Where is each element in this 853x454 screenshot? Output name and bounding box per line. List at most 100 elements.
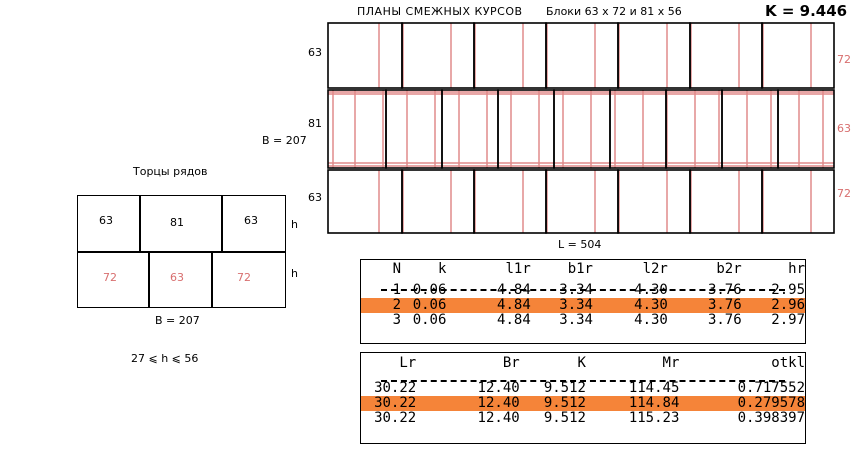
table-cell: 3.34 xyxy=(559,312,593,328)
table2-divider xyxy=(381,380,785,382)
block-row3-1 xyxy=(401,169,475,234)
block-row3-6 xyxy=(761,169,835,234)
table-cell: 3 xyxy=(392,312,402,328)
table-cell: 4.84 xyxy=(497,312,531,328)
table-cell: 115.23 xyxy=(628,410,680,426)
end-label-2-1: 72 xyxy=(103,271,117,284)
table-cell: 3.76 xyxy=(707,297,742,313)
table2-header-mr: Mr xyxy=(662,355,680,371)
table-cell: 2.97 xyxy=(771,312,805,328)
table2-header-otkl: otkl xyxy=(771,355,805,371)
block-row1-3 xyxy=(545,22,619,89)
end-block-1-1 xyxy=(77,195,141,253)
block-row3-4 xyxy=(617,169,691,234)
table1-divider xyxy=(381,289,785,291)
table-cell: 0.398397 xyxy=(737,410,805,426)
block-row2-5 xyxy=(609,89,667,169)
end-label-2-3: 72 xyxy=(237,271,251,284)
table-cell: 9.512 xyxy=(543,410,586,426)
ends-width-label: B = 207 xyxy=(155,314,200,327)
table-cell: 4.30 xyxy=(634,297,668,313)
table-cell: 4.30 xyxy=(634,312,668,328)
table-cell: 2.95 xyxy=(771,282,805,298)
table2-header-row: Lr Br K Mr otkl xyxy=(361,356,805,371)
table1-header-n: N xyxy=(392,261,402,277)
end-height-label-1: h xyxy=(291,218,298,231)
end-block-1-3 xyxy=(221,195,286,253)
table-cell: 114.45 xyxy=(628,380,680,396)
results-table-2: Lr Br K Mr otkl 30.22 12.40 9.512 114.45… xyxy=(360,352,806,444)
block-row1-1 xyxy=(401,22,475,89)
end-block-1-2 xyxy=(139,195,223,253)
results-table-1: N k l1r b1r l2r b2r hr 1 0.06 4.84 3.34 … xyxy=(360,259,806,344)
plan-left-label-1: 63 xyxy=(308,46,322,59)
table1-header-k: k xyxy=(437,261,447,277)
block-row3-3 xyxy=(545,169,619,234)
table-row: 3 0.06 4.84 3.34 4.30 3.76 2.97 xyxy=(361,313,805,328)
end-height-label-2: h xyxy=(291,267,298,280)
table-cell: 9.512 xyxy=(543,380,586,396)
block-row1-6 xyxy=(761,22,835,89)
end-block-2-1 xyxy=(77,251,150,308)
end-label-2-2: 63 xyxy=(170,271,184,284)
table-cell: 2 xyxy=(392,297,402,313)
table-cell: 0.279578 xyxy=(737,395,805,411)
end-block-2-2 xyxy=(148,251,213,308)
table-row-highlighted: 2 0.06 4.84 3.34 4.30 3.76 2.96 xyxy=(361,298,805,313)
table-cell: 9.512 xyxy=(543,395,586,411)
table1-header-row: N k l1r b1r l2r b2r hr xyxy=(361,262,805,277)
plan-left-label-3: 63 xyxy=(308,191,322,204)
block-grid xyxy=(327,22,835,234)
plan-title: ПЛАНЫ СМЕЖНЫХ КУРСОВ xyxy=(357,5,523,18)
table2-header-k: K xyxy=(577,355,586,371)
block-row3-2 xyxy=(473,169,547,234)
table-cell: 30.22 xyxy=(374,395,417,411)
table-cell: 2.96 xyxy=(771,297,805,313)
table-cell: 3.34 xyxy=(559,297,593,313)
table2-header-br: Br xyxy=(502,355,520,371)
block-row2-3 xyxy=(497,89,555,169)
block-row1-2 xyxy=(473,22,547,89)
table1-header-b1r: b1r xyxy=(567,261,593,277)
end-label-1-3: 63 xyxy=(244,214,258,227)
plan-width-label: B = 207 xyxy=(262,134,307,147)
table-row: 30.22 12.40 9.512 115.23 0.398397 xyxy=(361,411,805,426)
block-row2-1 xyxy=(385,89,443,169)
table-cell: 30.22 xyxy=(374,380,417,396)
h-constraint: 27 ⩽ h ⩽ 56 xyxy=(131,352,199,365)
table-cell: 3.76 xyxy=(707,312,742,328)
course-plan-drawing xyxy=(327,22,835,234)
table-cell: 12.40 xyxy=(477,380,520,396)
table2-header-lr: Lr xyxy=(399,355,417,371)
plan-right-label-1: 72 xyxy=(837,53,851,66)
block-row2-0 xyxy=(327,89,387,169)
block-row1-4 xyxy=(617,22,691,89)
plan-right-label-3: 72 xyxy=(837,187,851,200)
end-label-1-2: 81 xyxy=(170,216,184,229)
plan-length-label: L = 504 xyxy=(558,238,602,251)
table-cell: 12.40 xyxy=(477,410,520,426)
block-row3-0 xyxy=(327,169,403,234)
end-block-2-3 xyxy=(211,251,286,308)
table-cell: 0.717552 xyxy=(737,380,805,396)
table-cell: 114.84 xyxy=(628,395,680,411)
block-row1-0 xyxy=(327,22,403,89)
table1-header-hr: hr xyxy=(788,261,805,277)
ends-title: Торцы рядов xyxy=(133,165,208,178)
block-row2-6 xyxy=(665,89,723,169)
block-row2-8 xyxy=(777,89,835,169)
plan-right-label-2: 63 xyxy=(837,122,851,135)
table-cell: 30.22 xyxy=(374,410,417,426)
overlay-course-lines xyxy=(328,23,834,233)
table-cell: 0.06 xyxy=(412,297,447,313)
table-cell: 4.84 xyxy=(497,297,531,313)
end-label-1-1: 63 xyxy=(99,214,113,227)
table1-header-l1r: l1r xyxy=(505,261,531,277)
table-cell: 0.06 xyxy=(412,312,447,328)
table1-header-b2r: b2r xyxy=(716,261,742,277)
k-value: K = 9.446 xyxy=(765,2,848,20)
block-row2-2 xyxy=(441,89,499,169)
table-row: 30.22 12.40 9.512 114.45 0.717552 xyxy=(361,381,805,396)
block-row1-5 xyxy=(689,22,763,89)
table-row-highlighted: 30.22 12.40 9.512 114.84 0.279578 xyxy=(361,396,805,411)
